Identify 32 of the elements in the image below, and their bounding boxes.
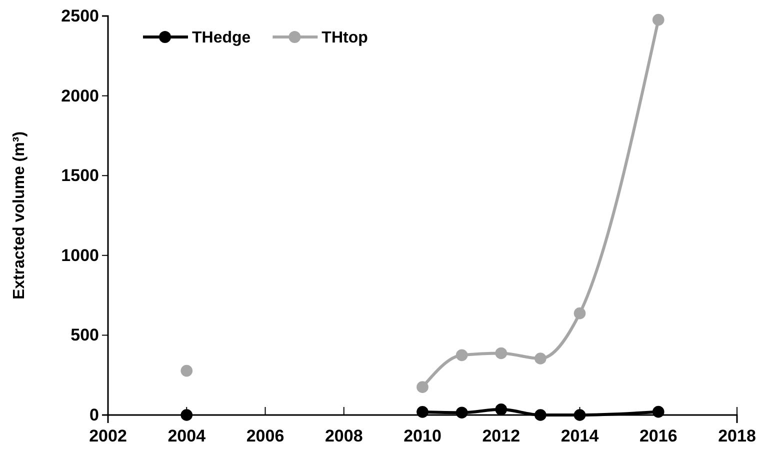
x-tick-label: 2008 <box>324 426 363 446</box>
y-tick-label: 2000 <box>61 86 99 106</box>
point <box>534 409 546 421</box>
x-tick-label: 2012 <box>482 426 520 446</box>
x-tick-label: 2018 <box>718 426 756 446</box>
y-tick-label: 500 <box>70 326 99 345</box>
x-tick-label: 2002 <box>89 426 127 446</box>
point <box>416 381 428 393</box>
point <box>456 406 468 419</box>
y-tick-label: 1500 <box>61 166 99 186</box>
x-tick-label: 2010 <box>404 426 442 446</box>
point <box>180 409 193 421</box>
point <box>416 406 428 418</box>
point <box>495 404 508 416</box>
legend-label: THtop <box>322 30 368 47</box>
point <box>652 14 664 26</box>
point <box>180 364 193 377</box>
point <box>574 409 586 421</box>
point <box>456 349 468 362</box>
x-tick-label: 2006 <box>246 426 284 446</box>
x-tick-label: 2004 <box>168 426 206 446</box>
point <box>495 347 508 360</box>
x-tick-label: 2016 <box>639 426 678 446</box>
point <box>574 307 586 320</box>
x-tick-label: 2014 <box>560 426 600 446</box>
legend-label: THedge <box>192 30 251 47</box>
y-axis-title: Extracted volume (m³) <box>11 131 28 300</box>
point <box>652 406 664 418</box>
point <box>534 352 546 364</box>
y-tick-label: 1000 <box>61 246 99 265</box>
y-tick-label: 2500 <box>61 6 99 26</box>
y-tick-label: 0 <box>90 405 99 424</box>
